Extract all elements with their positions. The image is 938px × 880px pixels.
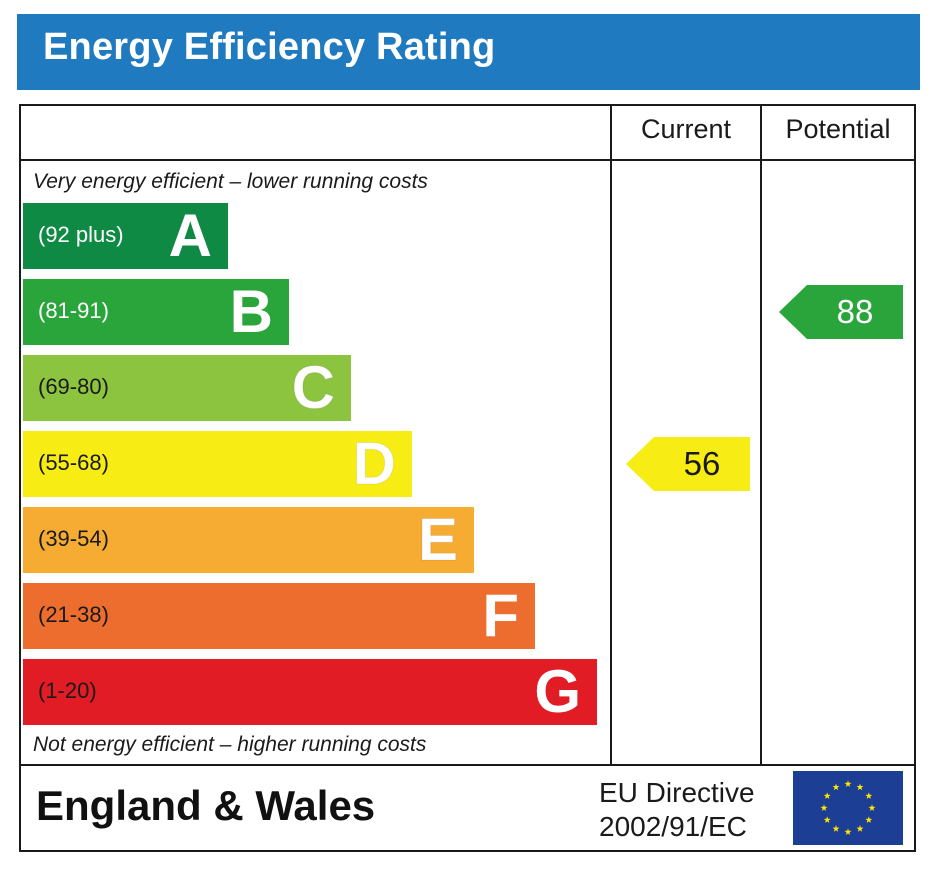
band-range-f: (21-38)	[38, 602, 109, 627]
band-letter-a: A	[168, 202, 212, 269]
band-letter-g: G	[534, 658, 581, 725]
column-header-current: Current	[640, 114, 732, 144]
eu-flag-icon	[793, 771, 903, 845]
rating-table: Current Potential Very energy efficient …	[19, 104, 916, 852]
band-bar-e: (39-54) E	[23, 506, 474, 574]
band-letter-d: D	[352, 430, 396, 498]
current-rating-value: 56	[683, 445, 721, 482]
band-range-g: (1-20)	[38, 678, 97, 703]
potential-rating-value: 88	[836, 293, 874, 330]
region-label: England & Wales	[36, 782, 376, 829]
band-bar-g: (1-20) G	[23, 658, 597, 725]
divider-potential	[760, 106, 762, 766]
band-bar-a: (92 plus) A	[23, 202, 228, 269]
band-letter-e: E	[417, 506, 458, 574]
note-efficient: Very energy efficient – lower running co…	[33, 170, 428, 193]
band-bar-b: (81-91) B	[23, 278, 289, 345]
eu-directive: EU Directive 2002/91/EC	[599, 776, 755, 844]
band-bar-d: (55-68) D	[23, 430, 412, 498]
band-range-c: (69-80)	[38, 374, 109, 399]
band-range-d: (55-68)	[38, 450, 109, 475]
note-inefficient: Not energy efficient – higher running co…	[33, 733, 427, 756]
header-divider	[21, 159, 914, 161]
title-bar: Energy Efficiency Rating	[17, 14, 920, 90]
band-range-b: (81-91)	[38, 298, 109, 323]
band-letter-b: B	[229, 278, 273, 345]
band-range-e: (39-54)	[38, 526, 109, 551]
directive-line2: 2002/91/EC	[599, 811, 747, 842]
band-letter-f: F	[482, 582, 519, 649]
chart-title: Energy Efficiency Rating	[43, 26, 496, 68]
band-range-a: (92 plus)	[38, 222, 124, 247]
band-letter-c: C	[291, 354, 335, 422]
current-rating-arrow: 56	[626, 437, 750, 491]
potential-rating-arrow: 88	[779, 285, 903, 339]
footer-divider	[21, 764, 914, 766]
column-header-potential: Potential	[785, 114, 891, 144]
band-bar-f: (21-38) F	[23, 582, 535, 649]
directive-line1: EU Directive	[599, 777, 755, 808]
band-bar-c: (69-80) C	[23, 354, 351, 422]
divider-current	[610, 106, 612, 766]
